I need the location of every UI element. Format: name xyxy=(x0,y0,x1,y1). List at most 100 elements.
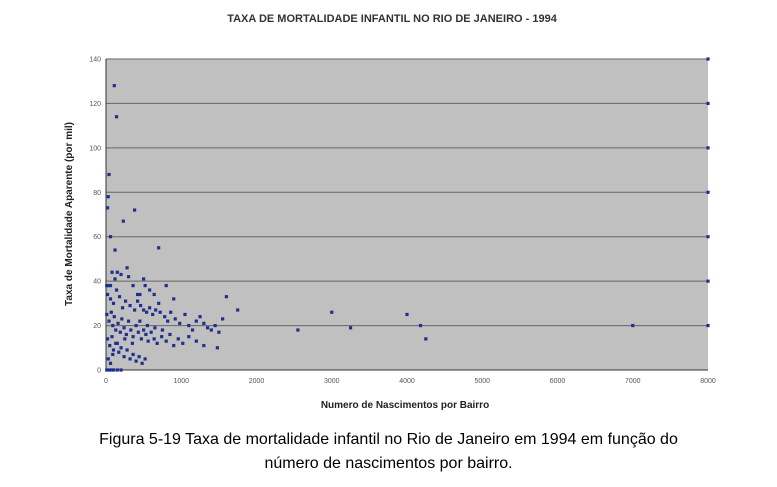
data-point xyxy=(107,319,111,323)
data-point xyxy=(172,297,176,301)
data-point xyxy=(418,323,423,328)
data-point xyxy=(126,319,131,323)
data-point xyxy=(111,323,115,328)
data-point xyxy=(215,346,219,350)
data-point xyxy=(221,317,225,321)
data-point xyxy=(128,303,132,308)
data-point xyxy=(190,328,195,332)
data-point xyxy=(134,323,138,328)
data-point xyxy=(108,235,113,239)
data-point xyxy=(143,357,147,361)
data-point xyxy=(132,308,137,312)
data-point xyxy=(178,321,182,325)
data-point xyxy=(114,288,119,292)
data-point xyxy=(142,308,146,312)
x-tick-label: 7000 xyxy=(625,378,641,385)
data-point xyxy=(123,299,128,303)
data-point xyxy=(120,317,124,321)
data-point xyxy=(424,337,428,341)
data-point xyxy=(706,146,710,150)
y-tick-labels: 0 20 40 60 80 100 120 140 xyxy=(89,57,101,375)
data-point xyxy=(153,326,157,330)
gridlines xyxy=(106,58,708,327)
data-point xyxy=(198,315,202,319)
data-point xyxy=(138,292,142,297)
data-point xyxy=(202,321,206,325)
data-point xyxy=(138,319,142,323)
figure-caption-line-2: número de nascimentos por bairro. xyxy=(264,455,513,472)
data-point xyxy=(124,332,128,337)
data-point xyxy=(217,330,221,334)
data-point xyxy=(126,275,131,279)
data-point xyxy=(128,357,132,361)
data-point xyxy=(140,361,144,365)
data-point xyxy=(134,359,138,363)
data-point xyxy=(136,299,140,303)
data-point xyxy=(129,328,133,332)
data-point xyxy=(164,339,168,343)
x-tick-label: 2000 xyxy=(249,378,265,385)
data-point xyxy=(296,328,300,332)
data-point xyxy=(213,323,217,328)
data-point xyxy=(115,368,119,372)
data-point xyxy=(110,335,114,339)
data-point xyxy=(136,292,140,297)
data-point xyxy=(114,115,119,119)
data-point xyxy=(139,337,143,341)
data-point xyxy=(405,312,409,317)
data-point xyxy=(142,277,146,281)
data-point xyxy=(111,368,116,372)
data-point xyxy=(152,292,156,297)
data-point xyxy=(117,350,121,354)
plot-area xyxy=(106,59,708,370)
data-point xyxy=(169,310,173,314)
data-point xyxy=(706,235,710,239)
data-point xyxy=(108,361,113,365)
data-point xyxy=(131,335,135,339)
data-point xyxy=(125,348,129,352)
data-point xyxy=(137,355,141,359)
data-point xyxy=(110,270,114,274)
x-axis-label: Numero de Nascimentos por Bairro xyxy=(321,400,489,411)
data-point xyxy=(139,303,143,308)
x-tick-label: 5000 xyxy=(474,378,490,385)
data-point xyxy=(120,306,125,310)
data-point xyxy=(202,343,206,348)
data-point xyxy=(172,343,176,348)
y-tick-label: 140 xyxy=(89,57,101,64)
data-point xyxy=(105,312,109,317)
data-point xyxy=(173,317,177,321)
data-point xyxy=(108,297,113,301)
data-point xyxy=(118,330,122,334)
data-point xyxy=(125,266,129,270)
data-point xyxy=(132,208,137,212)
data-point xyxy=(105,292,110,297)
data-point xyxy=(107,172,111,177)
data-point xyxy=(194,319,198,323)
data-point xyxy=(108,343,112,348)
x-tick-label: 8000 xyxy=(700,378,716,385)
data-point xyxy=(157,246,161,250)
data-point xyxy=(236,308,240,312)
data-point xyxy=(148,288,152,292)
data-point xyxy=(183,312,187,317)
data-point xyxy=(105,337,110,341)
data-point xyxy=(146,339,150,343)
x-tick-labels: 0 1000 2000 3000 4000 5000 6000 7000 8000 xyxy=(104,378,716,385)
data-point xyxy=(106,357,110,361)
data-point xyxy=(168,332,172,337)
data-point xyxy=(149,330,153,334)
data-point xyxy=(631,323,635,328)
scatter-chart: TAXA DE MORTALIDADE INFANTIL NO RIO DE J… xyxy=(64,13,716,411)
data-point xyxy=(158,310,162,314)
data-point xyxy=(160,335,164,339)
data-point xyxy=(106,195,110,199)
data-point xyxy=(131,283,135,288)
x-tick-label: 6000 xyxy=(550,378,566,385)
data-point xyxy=(164,283,168,288)
data-point xyxy=(143,283,147,288)
data-point xyxy=(136,330,140,334)
data-point xyxy=(114,328,118,332)
data-point xyxy=(112,84,116,88)
data-point xyxy=(131,352,135,357)
